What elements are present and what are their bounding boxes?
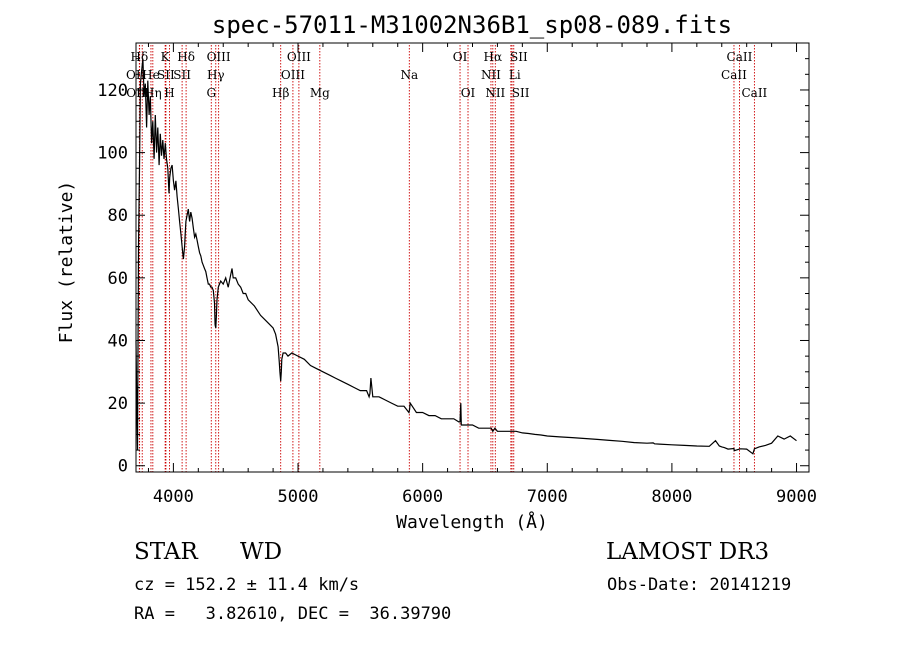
chart-title: spec-57011-M31002N36B1_sp08-089.fits <box>212 11 732 39</box>
y-tick-label: 80 <box>108 206 128 226</box>
marker-label: NII <box>485 86 505 100</box>
object-subclass: WD <box>240 539 283 565</box>
marker-label: He <box>142 68 160 82</box>
y-tick-label: 120 <box>97 81 128 101</box>
y-axis-ticks: 0 20 40 60 80 100 120 <box>97 58 809 477</box>
x-tick-label: 7000 <box>527 487 568 507</box>
marker-label: SII <box>173 68 191 82</box>
marker-label: K <box>161 50 171 64</box>
x-axis-label: Wavelength (Å) <box>396 511 548 533</box>
x-tick-label: 9000 <box>776 487 817 507</box>
marker-label: CaII <box>741 86 767 100</box>
marker-label: OIII <box>207 50 231 64</box>
survey-name: LAMOST DR3 <box>606 539 770 565</box>
marker-label: Hη <box>144 86 162 100</box>
coordinates: RA = 3.82610, DEC = 36.39790 <box>134 604 452 624</box>
x-tick-label: 8000 <box>651 487 692 507</box>
marker-label: Mg <box>310 86 330 100</box>
marker-label: OIII <box>287 50 311 64</box>
marker-label: OIII <box>281 68 305 82</box>
marker-label: OI <box>453 50 468 64</box>
marker-label: Na <box>400 68 418 82</box>
marker-label: SII <box>510 50 528 64</box>
marker-label: CaII <box>721 68 747 82</box>
marker-label: Li <box>509 68 521 82</box>
x-tick-label: 5000 <box>278 487 319 507</box>
plot-frame <box>135 42 810 473</box>
marker-label: OI <box>461 86 476 100</box>
y-tick-label: 0 <box>118 457 128 477</box>
spectrum-line <box>135 58 797 455</box>
marker-label: H <box>164 86 174 100</box>
redshift-value: cz = 152.2 ± 11.4 km/s <box>134 575 360 595</box>
y-tick-label: 20 <box>108 394 128 414</box>
y-tick-label: 60 <box>108 269 128 289</box>
marker-label: SII <box>157 68 175 82</box>
marker-label: NII <box>481 68 501 82</box>
marker-label: Hγ <box>207 68 225 82</box>
marker-label: Hβ <box>272 86 289 100</box>
observation-date: Obs-Date: 20141219 <box>607 575 792 595</box>
x-axis-ticks: 4000 5000 6000 7000 8000 9000 <box>147 43 817 507</box>
marker-label: SII <box>512 86 530 100</box>
marker-label: CaII <box>727 50 753 64</box>
marker-label: Hα <box>484 50 503 64</box>
object-class: STAR <box>134 539 198 565</box>
x-tick-label: 4000 <box>153 487 194 507</box>
y-tick-label: 100 <box>97 144 128 164</box>
y-axis-label: Flux (relative) <box>56 181 77 344</box>
marker-label: Hδ <box>131 50 149 64</box>
marker-label: G <box>206 86 216 100</box>
x-tick-label: 6000 <box>402 487 443 507</box>
marker-lines <box>138 45 755 472</box>
marker-label: Hδ <box>177 50 195 64</box>
y-tick-label: 40 <box>108 331 128 351</box>
